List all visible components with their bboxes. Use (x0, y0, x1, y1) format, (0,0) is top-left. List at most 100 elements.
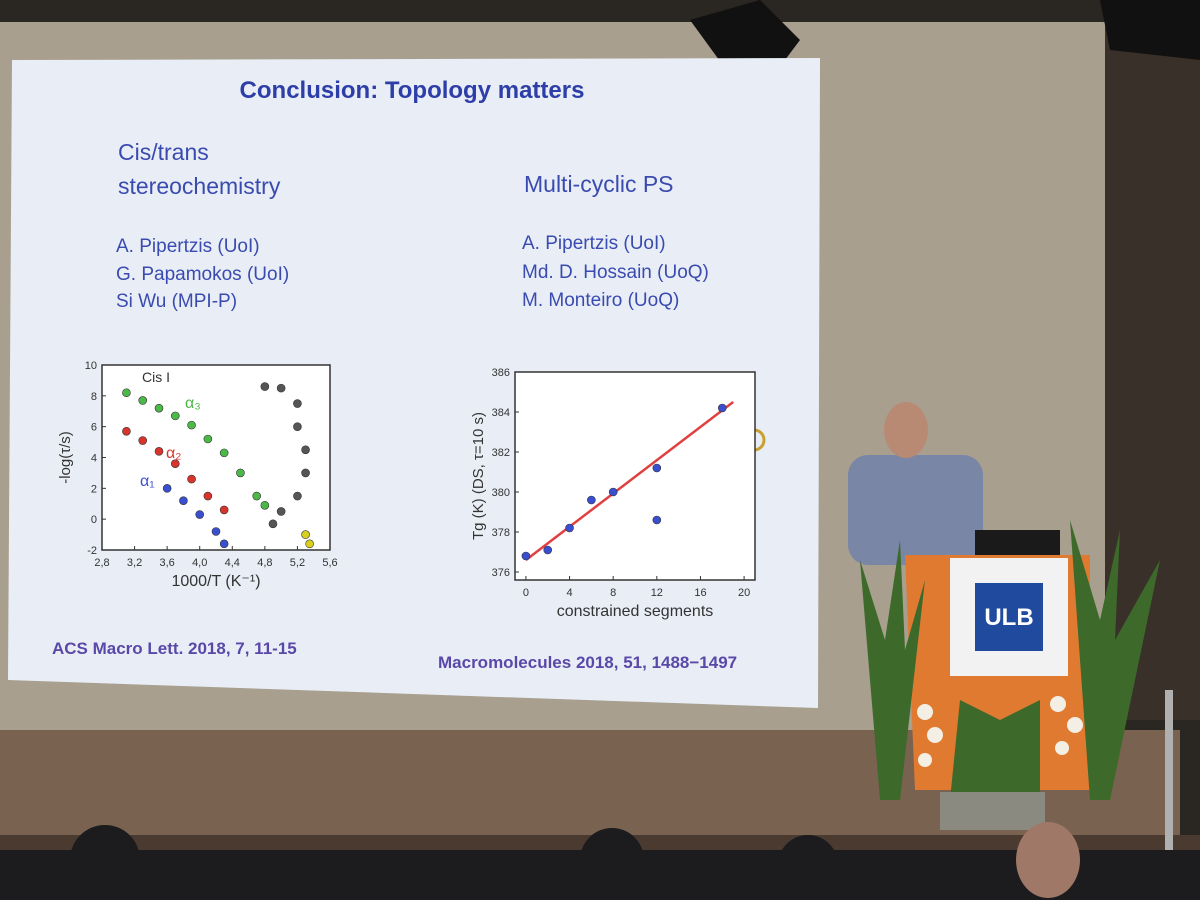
data-point (268, 519, 278, 529)
author: A. Pipertzis (UoI) (522, 233, 666, 254)
annotation: Cis I (142, 369, 170, 385)
data-point (301, 445, 310, 455)
data-point (301, 468, 310, 478)
x-tick-label: 5,6 (322, 557, 337, 569)
data-point (608, 487, 618, 497)
data-point (179, 496, 188, 505)
fit-line (525, 401, 734, 561)
plants (860, 520, 1160, 800)
x-tick-label: 2,8 (94, 557, 109, 569)
data-point (162, 484, 172, 493)
data-point (252, 491, 262, 501)
data-point (219, 505, 229, 515)
logo (975, 583, 1043, 651)
x-tick-label: 4,8 (257, 557, 272, 569)
planter (940, 792, 1045, 830)
plot-area (101, 364, 331, 551)
data-point (187, 420, 196, 430)
data-point (293, 399, 302, 408)
data-point (587, 495, 596, 505)
y-tick-label: 380 (492, 487, 510, 499)
x-axis-label: 1000/T (K⁻¹) (171, 573, 260, 590)
y-tick-label: 2 (91, 483, 97, 495)
speaker-body (848, 455, 983, 565)
y-tick-label: 386 (492, 367, 510, 379)
author: Si Wu (MPI-P) (116, 291, 237, 312)
y-tick-label: -2 (87, 545, 97, 557)
data-point (122, 426, 131, 436)
data-point (305, 539, 314, 549)
y-axis-label: Tg (K) (DS, τ=10 s) (470, 412, 487, 540)
y-tick-label: 384 (492, 407, 510, 419)
y-tick-label: 0 (91, 514, 97, 526)
data-point (138, 436, 148, 445)
y-tick-label: 6 (91, 422, 97, 434)
x-tick-label: 16 (694, 587, 706, 599)
data-point (203, 491, 213, 501)
heading: Multi-cyclic PS (524, 171, 674, 197)
y-tick-label: 4 (91, 453, 97, 465)
audience (0, 825, 1200, 900)
x-tick-label: 20 (738, 587, 750, 599)
data-point (652, 515, 662, 525)
railing (1165, 690, 1173, 900)
author: G. Papamokos (UoI) (116, 264, 289, 285)
y-tick-label: 382 (492, 447, 510, 459)
laptop (975, 530, 1060, 558)
audience-head (1016, 822, 1080, 898)
data-point (236, 468, 245, 478)
data-point (276, 383, 286, 393)
data-point (154, 447, 164, 456)
data-point (565, 523, 574, 533)
data-point (293, 491, 302, 501)
data-point (260, 382, 270, 391)
x-axis-label: constrained segments (557, 603, 714, 620)
x-tick-label: 0 (523, 587, 529, 599)
logo-text: ULB (984, 604, 1033, 631)
data-point (543, 545, 553, 555)
series-label: α₂ (166, 445, 181, 462)
author: M. Monteiro (UoQ) (522, 290, 679, 311)
y-tick-label: 376 (492, 567, 510, 579)
data-point (170, 459, 180, 468)
data-point (276, 507, 286, 516)
data-point (154, 403, 164, 413)
side-wall (1105, 20, 1200, 720)
data-point (219, 539, 229, 549)
x-tick-label: 3,6 (159, 557, 174, 569)
y-tick-label: 8 (91, 391, 97, 403)
data-point (170, 411, 180, 421)
spotlight (1100, 0, 1200, 60)
x-tick-label: 12 (651, 587, 663, 599)
slide-title: Conclusion: Topology matters (240, 77, 585, 104)
y-axis-label: -log(τ/s) (57, 431, 74, 484)
x-tick-label: 5,2 (290, 557, 305, 569)
data-point (652, 463, 662, 473)
series-label: α₁ (140, 473, 155, 490)
data-point (122, 388, 131, 398)
x-tick-label: 8 (610, 587, 616, 599)
y-tick-label: 378 (492, 527, 510, 539)
x-tick-label: 4,0 (192, 557, 207, 569)
data-point (717, 403, 727, 413)
reference: ACS Macro Lett. 2018, 7, 11-15 (52, 639, 297, 658)
data-point (521, 551, 531, 561)
data-point (219, 448, 229, 458)
heading: stereochemistry (118, 173, 281, 199)
data-point (138, 396, 148, 405)
data-point (211, 527, 221, 536)
speaker-head (884, 402, 928, 458)
reference: Macromolecules 2018, 51, 1488−1497 (438, 653, 737, 672)
author: A. Pipertzis (UoI) (116, 236, 260, 257)
author: Md. D. Hossain (UoQ) (522, 262, 709, 283)
heading: Cis/trans (118, 139, 209, 165)
data-point (301, 530, 310, 539)
data-point (195, 510, 205, 519)
series-label: α₃ (185, 395, 201, 412)
data-point (260, 500, 270, 510)
x-tick-label: 4,4 (225, 557, 240, 569)
y-tick-label: 10 (85, 360, 97, 372)
x-tick-label: 3,2 (127, 557, 142, 569)
